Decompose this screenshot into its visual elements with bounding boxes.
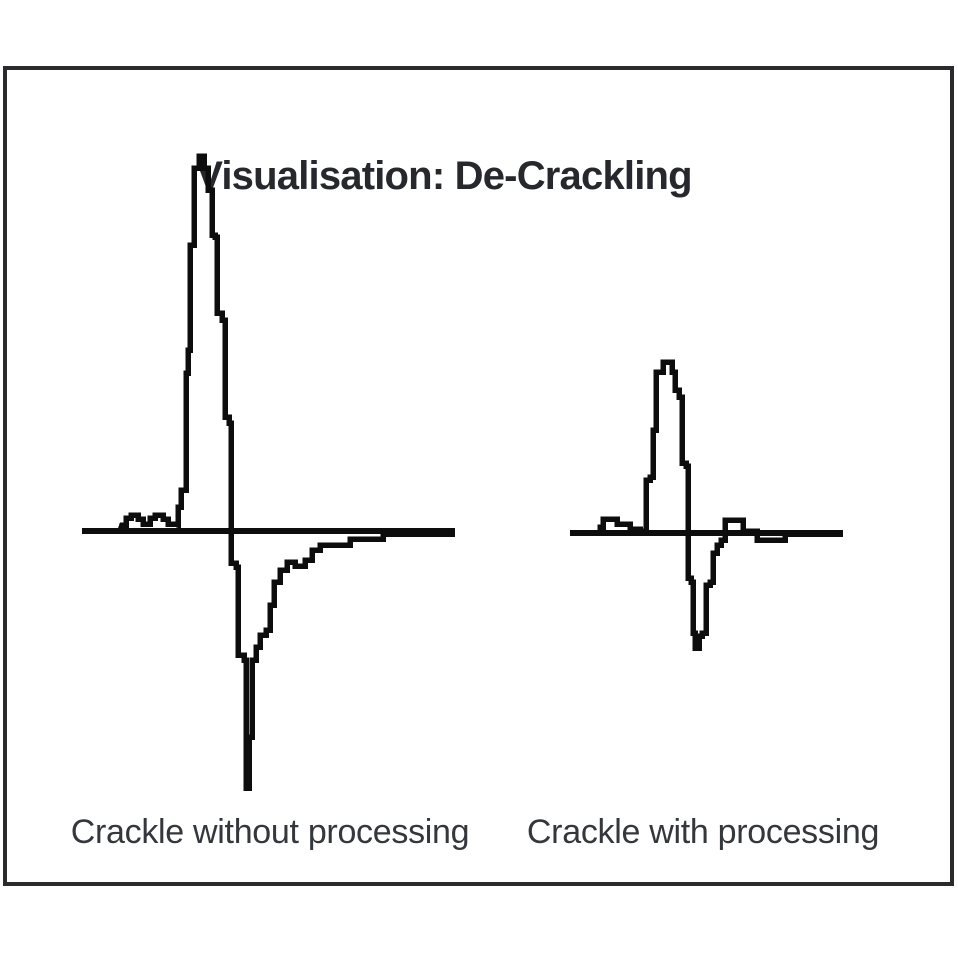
figure-title: Visualisation: De-Crackling xyxy=(196,154,692,198)
figure-frame: Visualisation: De-Crackling xyxy=(3,66,954,886)
caption-with-processing: Crackle with processing xyxy=(526,813,880,851)
caption-without-processing: Crackle without processing xyxy=(70,813,470,851)
